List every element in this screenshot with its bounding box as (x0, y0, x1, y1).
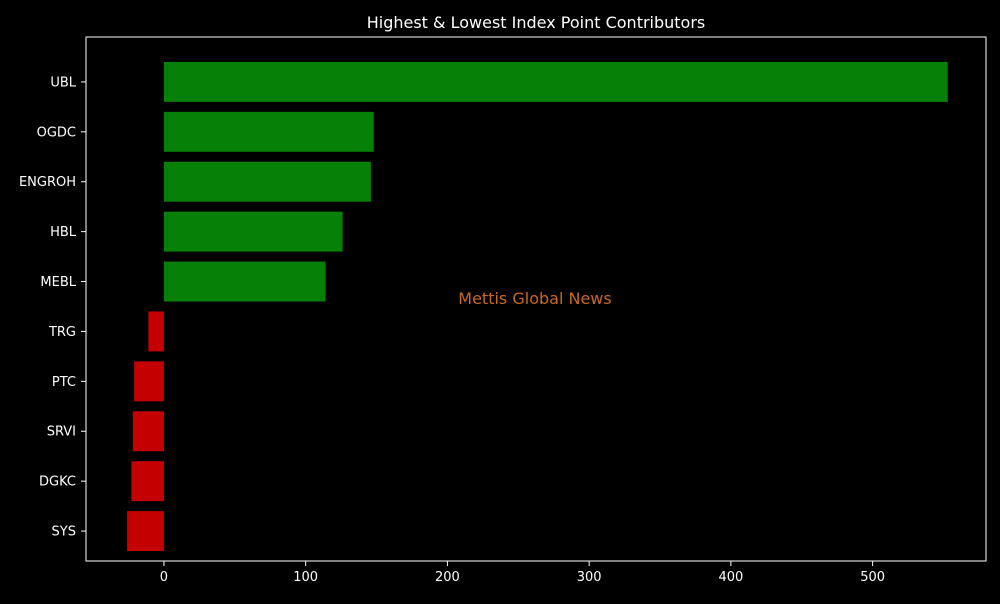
y-tick-label: PTC (52, 375, 76, 390)
y-tick-label: DGKC (39, 475, 76, 490)
bar-mebl (163, 261, 326, 302)
bar-dgkc (131, 461, 164, 502)
bar-ptc (134, 361, 164, 402)
watermark-text: Mettis Global News (458, 289, 611, 308)
x-tick-label: 0 (160, 570, 168, 585)
y-tick-label: HBL (50, 225, 77, 240)
y-tick-label: OGDC (37, 125, 76, 140)
bar-ogdc (163, 111, 374, 152)
x-tick-label: 100 (293, 570, 318, 585)
x-tick-label: 500 (860, 570, 885, 585)
y-tick-label: MEBL (40, 275, 76, 290)
plot-frame (85, 36, 987, 562)
bar-engroh (163, 161, 371, 202)
y-tick-label: ENGROH (19, 175, 76, 190)
bar-ubl (163, 61, 948, 102)
y-tick-label: SRVI (47, 425, 76, 440)
bars-group (127, 61, 948, 552)
chart-title: Highest & Lowest Index Point Contributor… (367, 13, 706, 32)
x-ticks: 0 100 200 300 400 500 (160, 561, 885, 585)
bar-sys (127, 511, 164, 552)
y-tick-label: UBL (50, 75, 76, 90)
y-tick-labels: UBL OGDC ENGROH HBL MEBL TRG PTC SRVI DGKC SYS (19, 75, 86, 540)
bar-trg (148, 311, 164, 352)
x-tick-label: 300 (577, 570, 602, 585)
bar-hbl (163, 211, 343, 252)
bar-srvi (132, 411, 164, 452)
y-tick-label: SYS (52, 525, 76, 540)
x-tick-label: 200 (435, 570, 460, 585)
x-tick-label: 400 (718, 570, 743, 585)
y-tick-label: TRG (48, 325, 76, 340)
